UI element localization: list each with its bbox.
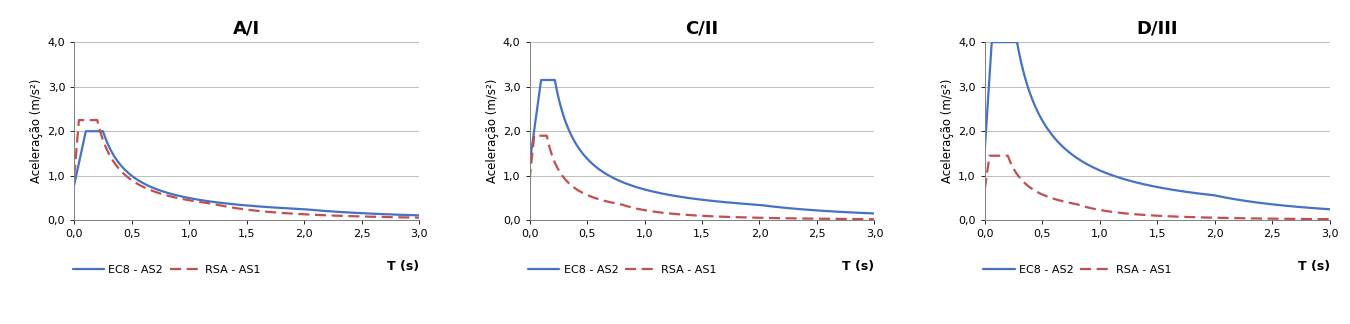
RSA - AS1 [794,216,810,220]
EC8 - AS2 [856,211,872,215]
RSA - AS1 [225,206,242,210]
EC8 - AS2 [867,212,883,215]
RSA - AS1 [856,217,872,221]
Line: EC8 - AS2: EC8 - AS2 [986,42,1330,209]
Line: EC8 - AS2: EC8 - AS2 [74,131,418,215]
Line: RSA - AS1: RSA - AS1 [986,156,1330,219]
EC8 - AS2 [794,207,810,211]
EC8 - AS2 [401,213,417,217]
EC8 - AS2 [225,202,242,206]
RSA - AS1 [867,217,883,221]
RSA - AS1 [680,213,697,217]
EC8 - AS2 [539,78,555,82]
RSA - AS1 [1145,214,1161,217]
Title: A/I: A/I [234,20,261,38]
Text: T (s): T (s) [842,260,875,272]
RSA - AS1 [856,217,872,221]
Legend: EC8 - AS2, RSA - AS1: EC8 - AS2, RSA - AS1 [528,265,717,275]
RSA - AS1 [66,174,82,178]
EC8 - AS2 [680,196,697,200]
EC8 - AS2 [856,211,872,215]
RSA - AS1 [1322,217,1338,221]
RSA - AS1 [410,216,427,220]
EC8 - AS2 [410,214,427,217]
RSA - AS1 [70,118,86,122]
RSA - AS1 [1135,213,1152,217]
Title: C/II: C/II [686,20,718,38]
Line: EC8 - AS2: EC8 - AS2 [529,80,875,214]
EC8 - AS2 [1135,182,1152,186]
Y-axis label: Aceleração (m/s²): Aceleração (m/s²) [31,79,43,183]
RSA - AS1 [234,207,250,211]
RSA - AS1 [995,154,1011,158]
RSA - AS1 [1249,216,1265,220]
RSA - AS1 [539,136,555,140]
RSA - AS1 [1312,217,1328,221]
EC8 - AS2 [690,197,706,201]
EC8 - AS2 [1312,207,1328,211]
EC8 - AS2 [1145,184,1161,188]
Y-axis label: Aceleração (m/s²): Aceleração (m/s²) [941,79,954,183]
EC8 - AS2 [533,78,549,82]
RSA - AS1 [338,214,354,218]
EC8 - AS2 [401,213,417,217]
Y-axis label: Aceleração (m/s²): Aceleração (m/s²) [486,79,498,183]
Line: RSA - AS1: RSA - AS1 [529,136,875,219]
EC8 - AS2 [78,129,94,133]
Text: T (s): T (s) [1297,260,1330,272]
RSA - AS1 [521,178,537,182]
Title: D/III: D/III [1137,20,1179,38]
RSA - AS1 [401,215,417,219]
Legend: EC8 - AS2, RSA - AS1: EC8 - AS2, RSA - AS1 [984,265,1172,275]
EC8 - AS2 [66,183,82,187]
EC8 - AS2 [1249,201,1265,204]
EC8 - AS2 [1312,207,1328,211]
EC8 - AS2 [995,40,1011,44]
RSA - AS1 [981,154,998,158]
Legend: EC8 - AS2, RSA - AS1: EC8 - AS2, RSA - AS1 [73,265,261,275]
EC8 - AS2 [84,129,100,133]
RSA - AS1 [690,214,706,217]
EC8 - AS2 [984,40,1000,44]
EC8 - AS2 [234,203,250,207]
EC8 - AS2 [521,162,537,166]
Line: RSA - AS1: RSA - AS1 [74,120,418,218]
EC8 - AS2 [338,210,354,214]
RSA - AS1 [84,118,100,122]
EC8 - AS2 [1322,207,1338,211]
RSA - AS1 [401,215,417,219]
RSA - AS1 [977,187,994,191]
RSA - AS1 [526,134,543,138]
Text: T (s): T (s) [387,260,418,272]
RSA - AS1 [1312,217,1328,221]
EC8 - AS2 [977,147,994,151]
